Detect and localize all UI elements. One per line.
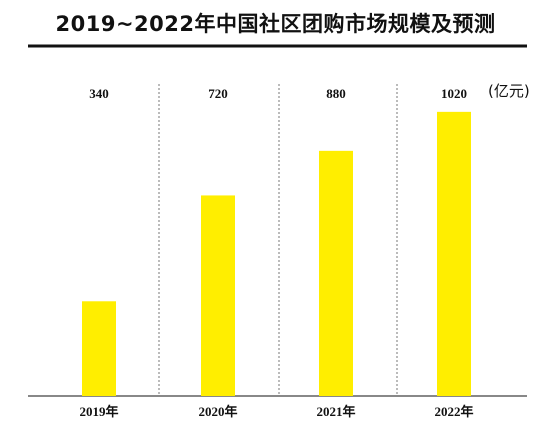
bar-2	[319, 150, 353, 396]
category-label: 2021年	[316, 404, 355, 419]
value-label: 340	[89, 86, 109, 101]
bar-3	[437, 111, 471, 396]
bar-1	[201, 195, 235, 396]
unit-label: (亿元)	[488, 82, 530, 100]
category-label: 2022年	[434, 404, 473, 419]
bar-0	[82, 301, 116, 396]
value-label: 1020	[441, 86, 467, 101]
chart-title: 2019~2022年中国社区团购市场规模及预测	[55, 12, 496, 36]
category-label: 2019年	[79, 404, 118, 419]
value-label: 720	[208, 86, 228, 101]
category-label: 2020年	[198, 404, 237, 419]
value-label: 880	[326, 86, 346, 101]
